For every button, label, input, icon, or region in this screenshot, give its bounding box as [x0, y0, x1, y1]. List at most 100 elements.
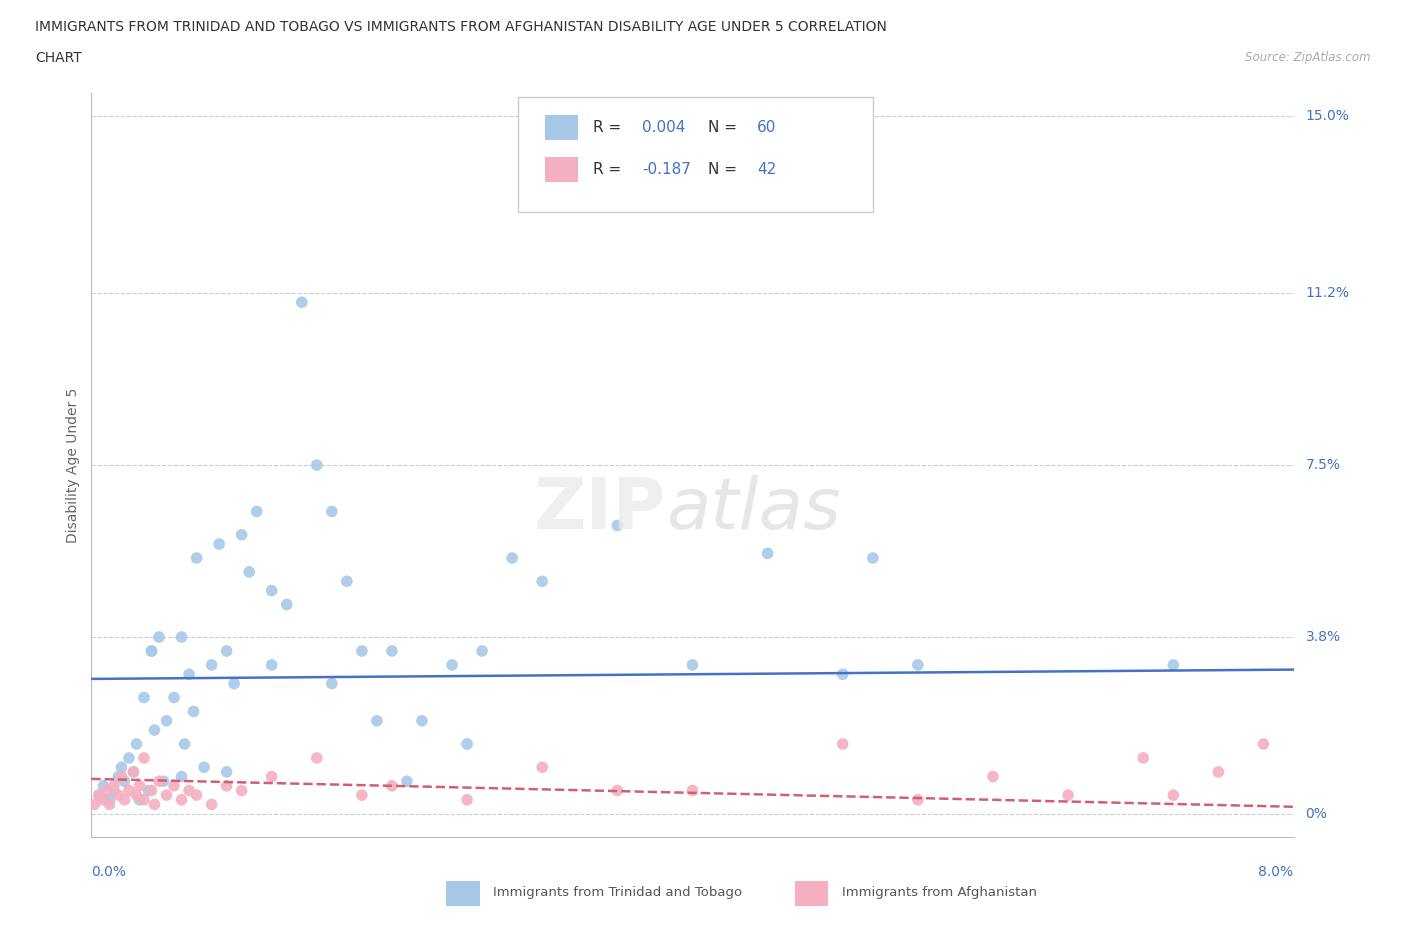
Point [350, 644, 373, 658]
Point [152, 774, 174, 789]
Text: ZIP: ZIP [534, 475, 666, 544]
Point [132, 690, 155, 705]
Text: R =: R = [593, 120, 626, 135]
Point [260, 769, 283, 784]
Point [381, 644, 404, 658]
Point [907, 792, 929, 807]
Text: Immigrants from Afghanistan: Immigrants from Afghanistan [842, 886, 1036, 899]
Point [336, 574, 359, 589]
Text: Immigrants from Trinidad and Tobago: Immigrants from Trinidad and Tobago [494, 886, 742, 899]
Point [1161, 788, 1184, 803]
Point [471, 644, 494, 658]
Point [118, 783, 141, 798]
Point [186, 788, 208, 803]
Point [141, 644, 163, 658]
Point [440, 658, 463, 672]
Text: 0.004: 0.004 [643, 120, 685, 135]
Point [163, 778, 186, 793]
Point [907, 658, 929, 672]
FancyBboxPatch shape [544, 157, 578, 182]
Point [1253, 737, 1275, 751]
Point [501, 551, 523, 565]
Point [456, 792, 478, 807]
Point [155, 713, 177, 728]
Point [186, 551, 208, 565]
Point [246, 504, 269, 519]
Point [114, 792, 136, 807]
Point [321, 504, 343, 519]
Point [756, 546, 779, 561]
Point [1132, 751, 1154, 765]
Point [366, 713, 388, 728]
Point [170, 792, 193, 807]
Point [93, 778, 115, 793]
Point [260, 583, 283, 598]
Text: N =: N = [709, 162, 742, 177]
Point [606, 783, 628, 798]
Point [177, 783, 200, 798]
Y-axis label: Disability Age Under 5: Disability Age Under 5 [66, 387, 80, 543]
Text: 60: 60 [758, 120, 776, 135]
Point [83, 797, 105, 812]
Text: 15.0%: 15.0% [1306, 109, 1350, 124]
Point [260, 658, 283, 672]
Text: atlas: atlas [666, 475, 841, 544]
Point [93, 792, 115, 807]
Text: 8.0%: 8.0% [1258, 865, 1294, 879]
Point [350, 788, 373, 803]
Point [1057, 788, 1080, 803]
Point [87, 788, 110, 803]
Point [128, 792, 150, 807]
Point [238, 565, 260, 579]
FancyBboxPatch shape [446, 881, 479, 906]
Point [98, 797, 121, 812]
Point [114, 774, 136, 789]
Text: R =: R = [593, 162, 626, 177]
Point [831, 737, 853, 751]
Text: Source: ZipAtlas.com: Source: ZipAtlas.com [1246, 51, 1371, 64]
Text: 42: 42 [758, 162, 776, 177]
Point [1208, 764, 1230, 779]
Text: -0.187: -0.187 [643, 162, 690, 177]
Text: IMMIGRANTS FROM TRINIDAD AND TOBAGO VS IMMIGRANTS FROM AFGHANISTAN DISABILITY AG: IMMIGRANTS FROM TRINIDAD AND TOBAGO VS I… [35, 20, 887, 34]
Point [155, 788, 177, 803]
Text: N =: N = [709, 120, 742, 135]
Point [231, 783, 253, 798]
Point [862, 551, 884, 565]
Point [110, 760, 132, 775]
Point [201, 658, 224, 672]
Point [531, 574, 554, 589]
Point [122, 764, 145, 779]
Point [831, 667, 853, 682]
Point [224, 676, 246, 691]
Point [1161, 658, 1184, 672]
FancyBboxPatch shape [794, 881, 828, 906]
Point [98, 792, 121, 807]
Text: 3.8%: 3.8% [1306, 630, 1341, 644]
Point [215, 764, 238, 779]
Point [170, 769, 193, 784]
Point [103, 778, 125, 793]
Point [305, 458, 328, 472]
Point [107, 788, 129, 803]
Point [177, 667, 200, 682]
Point [141, 644, 163, 658]
Point [96, 783, 118, 798]
Point [118, 751, 141, 765]
FancyBboxPatch shape [544, 114, 578, 140]
Point [215, 778, 238, 793]
Point [381, 778, 404, 793]
Point [231, 527, 253, 542]
Point [143, 797, 166, 812]
Point [201, 797, 224, 812]
Point [125, 737, 148, 751]
Point [132, 792, 155, 807]
Point [183, 704, 205, 719]
Point [981, 769, 1004, 784]
Point [103, 783, 125, 798]
Text: 11.2%: 11.2% [1306, 286, 1350, 300]
Point [125, 788, 148, 803]
Point [321, 676, 343, 691]
Point [208, 537, 231, 551]
Point [606, 518, 628, 533]
